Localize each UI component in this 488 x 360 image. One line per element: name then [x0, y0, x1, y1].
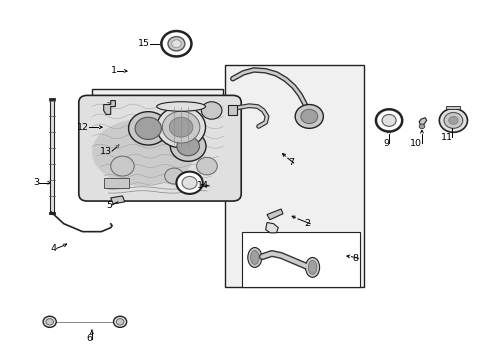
- Text: 12: 12: [77, 123, 88, 132]
- Ellipse shape: [250, 251, 259, 264]
- Bar: [227, 105, 236, 115]
- Circle shape: [169, 117, 192, 137]
- Bar: [224, 65, 364, 287]
- Circle shape: [156, 107, 205, 148]
- Circle shape: [135, 117, 161, 139]
- Text: 3: 3: [33, 178, 39, 187]
- Circle shape: [448, 116, 457, 125]
- Polygon shape: [266, 209, 283, 220]
- Polygon shape: [103, 100, 115, 114]
- Bar: [103, 178, 129, 188]
- Text: 11: 11: [440, 133, 451, 142]
- Circle shape: [168, 37, 184, 51]
- Circle shape: [177, 137, 199, 156]
- Circle shape: [164, 168, 183, 184]
- Polygon shape: [265, 222, 278, 233]
- Circle shape: [162, 111, 200, 143]
- Text: 6: 6: [86, 334, 92, 343]
- Circle shape: [295, 104, 323, 129]
- Bar: [242, 231, 359, 287]
- Text: 15: 15: [138, 39, 149, 48]
- Bar: [50, 99, 54, 214]
- Ellipse shape: [92, 118, 195, 186]
- Text: 4: 4: [51, 244, 57, 253]
- Circle shape: [176, 172, 203, 194]
- Circle shape: [182, 176, 197, 189]
- Circle shape: [443, 112, 462, 129]
- Text: 14: 14: [197, 181, 209, 190]
- Circle shape: [201, 102, 222, 119]
- Ellipse shape: [247, 248, 262, 267]
- Ellipse shape: [308, 260, 316, 274]
- Circle shape: [381, 114, 395, 126]
- Bar: [446, 106, 460, 109]
- Bar: [92, 89, 223, 168]
- Circle shape: [170, 131, 205, 161]
- Ellipse shape: [156, 102, 205, 111]
- Text: 2: 2: [304, 219, 309, 228]
- Text: 7: 7: [287, 158, 293, 167]
- Polygon shape: [110, 196, 124, 204]
- Circle shape: [46, 319, 53, 325]
- Text: 5: 5: [106, 201, 112, 210]
- Text: 1: 1: [111, 66, 117, 75]
- Circle shape: [110, 156, 134, 176]
- Text: 13: 13: [100, 147, 112, 156]
- Circle shape: [300, 109, 317, 123]
- Circle shape: [161, 31, 191, 57]
- Text: 9: 9: [382, 139, 388, 148]
- Circle shape: [438, 108, 467, 132]
- Ellipse shape: [305, 257, 319, 277]
- Polygon shape: [418, 118, 426, 125]
- Circle shape: [116, 319, 123, 325]
- Circle shape: [375, 109, 402, 131]
- Circle shape: [128, 112, 168, 145]
- FancyBboxPatch shape: [79, 95, 241, 201]
- Circle shape: [171, 40, 181, 48]
- Circle shape: [418, 124, 424, 129]
- Text: 8: 8: [352, 254, 358, 263]
- Circle shape: [43, 316, 56, 327]
- Text: 10: 10: [409, 139, 421, 148]
- Circle shape: [113, 316, 126, 327]
- Circle shape: [196, 157, 217, 175]
